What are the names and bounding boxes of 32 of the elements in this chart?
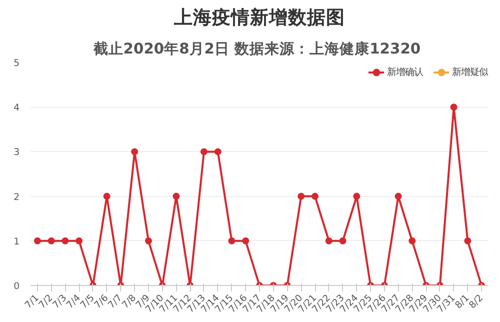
point [312, 192, 319, 200]
point [298, 192, 305, 200]
point [62, 237, 69, 244]
y-tick-label: 1 [14, 236, 20, 248]
point [325, 237, 332, 244]
point [228, 237, 236, 244]
point [131, 148, 138, 156]
point [353, 192, 360, 200]
chart-subtitle: 截止2020年8月2日 数据来源：上海健康12320 [92, 40, 421, 58]
point [464, 237, 472, 244]
point [144, 237, 152, 244]
point [242, 237, 250, 244]
y-tick-label: 3 [14, 147, 20, 158]
point [450, 104, 458, 111]
point [200, 148, 208, 156]
point [76, 237, 83, 244]
x-tick-label: 8/2 [467, 292, 486, 312]
legend-label: 新增确认 [387, 66, 423, 78]
chart-title: 上海疫情新增数据图 [173, 6, 345, 28]
point [394, 192, 402, 200]
legend-label: 新增疑似 [452, 66, 488, 78]
point [339, 237, 346, 244]
point [172, 192, 180, 200]
point [103, 192, 110, 200]
point [34, 237, 41, 244]
point [48, 237, 55, 244]
y-tick-label: 0 [14, 281, 20, 292]
point [214, 148, 222, 156]
y-tick-label: 5 [14, 58, 20, 69]
y-tick-label: 4 [14, 102, 20, 114]
y-tick-label: 2 [14, 192, 20, 203]
point [408, 237, 416, 244]
